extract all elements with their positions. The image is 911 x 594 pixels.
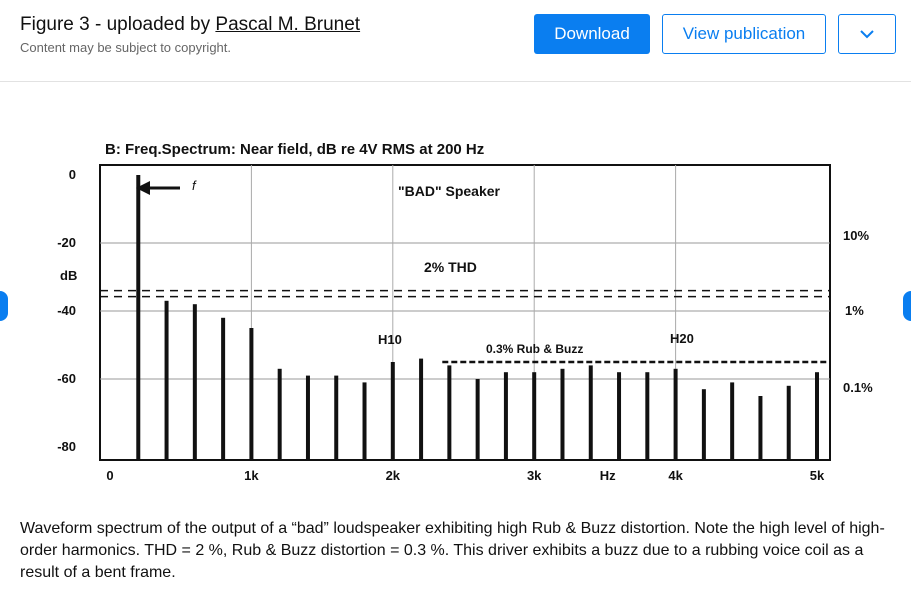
more-options-button[interactable] [838,14,896,54]
harmonic-bar [362,382,367,460]
harmonic-bar [419,358,424,460]
figure-header: Figure 3 - uploaded by Pascal M. Brunet … [0,0,911,82]
view-publication-button[interactable]: View publication [662,14,826,54]
y-tick-label: 0 [69,167,76,182]
author-link[interactable]: Pascal M. Brunet [215,14,361,35]
y-tick-label: -60 [57,371,76,386]
harmonic-bar [192,304,197,460]
harmonic-bar [645,372,650,460]
harmonic-bar [305,375,310,460]
speaker-label: "BAD" Speaker [398,183,501,199]
x-tick-label: 5k [810,468,825,483]
harmonic-bar [164,300,169,460]
harmonic-bar [730,382,735,460]
harmonic-bar [277,368,282,460]
harmonic-bar [815,372,819,460]
f-label: f [192,178,197,193]
x-tick-label: 0 [106,468,113,483]
x-tick-label: 4k [668,468,683,483]
rub-buzz-label: 0.3% Rub & Buzz [486,342,583,356]
fundamental-arrow: f [136,178,197,195]
harmonic-bar [617,372,622,460]
plot-frame [99,164,831,461]
harmonic-bar [786,385,791,460]
grid-lines [100,165,830,460]
h20-label: H20 [670,331,694,346]
harmonic-bar [475,379,480,460]
previous-figure-button[interactable] [0,291,8,321]
harmonic-bar [673,368,678,460]
right-label-1pct: 1% [845,303,864,318]
x-tick-label: 3k [527,468,542,483]
spectrum-figure: 0 -20 -40 -60 -80 0 1k 2k 3k Hz 4k 5k B: Freq.Spec… [57,141,873,483]
y-tick-label: -20 [57,235,76,250]
harmonic-bar [136,175,141,460]
harmonic-bar [701,389,706,460]
y-tick-labels: 0 -20 -40 -60 -80 [57,167,76,454]
harmonic-bar [560,368,565,460]
copyright-note: Content may be subject to copyright. [20,40,232,55]
harmonic-bar [532,372,537,460]
y-axis-label: dB [60,268,77,283]
x-tick-labels: 0 1k 2k 3k Hz 4k 5k [106,468,825,483]
harmonic-bar [447,365,452,460]
panel-title: B: Freq.Spectrum: Near field, dB re 4V R… [105,141,484,158]
harmonic-bar [390,362,395,460]
next-figure-button[interactable] [903,291,911,321]
title-prefix: Figure 3 - uploaded by [20,14,216,35]
figure-caption: Waveform spectrum of the output of a “ba… [20,520,885,581]
y-tick-label: -40 [57,303,76,318]
thd-label: 2% THD [424,259,477,275]
right-label-01pct: 0.1% [843,380,873,395]
x-tick-label: 2k [386,468,401,483]
harmonic-bar [758,396,763,460]
right-label-10pct: 10% [843,228,869,243]
harmonic-bars [136,175,819,460]
chevron-down-icon [860,29,874,38]
x-tick-label: 1k [244,468,259,483]
x-tick-label: Hz [600,468,616,483]
y-tick-label: -80 [57,439,76,454]
figure-title: Figure 3 - uploaded by Pascal M. Brunet [20,14,360,36]
harmonic-bar [221,317,226,460]
harmonic-bar [503,372,508,460]
harmonic-bar [249,328,254,460]
reference-lines [100,289,830,364]
harmonic-bar [334,375,339,460]
harmonic-bar [588,365,593,460]
download-button[interactable]: Download [534,14,650,54]
h10-label: H10 [378,332,402,347]
